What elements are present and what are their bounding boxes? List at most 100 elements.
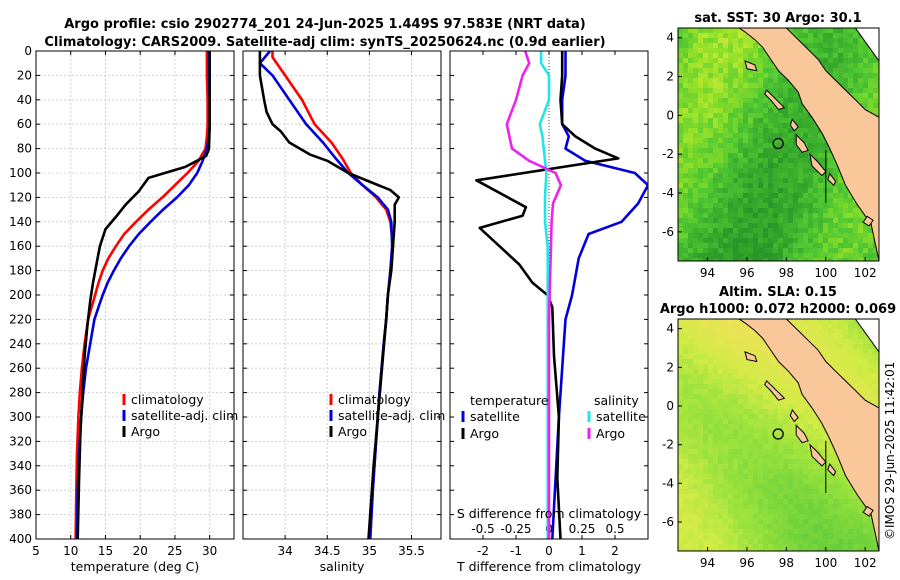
data-cell (853, 369, 859, 375)
data-cell (718, 128, 724, 134)
data-cell (688, 424, 694, 430)
data-cell (848, 354, 854, 360)
data-cell (768, 138, 774, 144)
data-cell (843, 78, 849, 84)
data-cell (748, 53, 754, 59)
data-cell (793, 504, 799, 510)
data-cell (738, 68, 744, 74)
data-cell (763, 203, 769, 209)
data-cell (773, 369, 779, 375)
data-cell (858, 529, 864, 535)
data-cell (688, 43, 694, 49)
data-cell (718, 429, 724, 435)
data-cell (728, 108, 734, 114)
data-cell (738, 484, 744, 490)
data-cell (768, 394, 774, 400)
data-cell (723, 43, 729, 49)
data-cell (753, 143, 759, 149)
data-cell (783, 399, 789, 405)
data-cell (738, 253, 744, 259)
data-cell (693, 143, 699, 149)
data-cell (763, 499, 769, 505)
data-cell (743, 369, 749, 375)
data-cell (853, 43, 859, 49)
data-cell (698, 519, 704, 525)
data-cell (753, 494, 759, 500)
data-cell (833, 208, 839, 214)
data-cell (748, 98, 754, 104)
data-cell (823, 58, 829, 64)
data-cell (873, 379, 879, 385)
data-cell (788, 218, 794, 224)
data-cell (848, 514, 854, 520)
data-cell (828, 188, 834, 194)
data-cell (783, 118, 789, 124)
data-cell (738, 83, 744, 89)
data-cell (818, 183, 824, 189)
data-cell (833, 349, 839, 355)
data-cell (683, 123, 689, 129)
data-cell (743, 163, 749, 169)
data-cell (698, 68, 704, 74)
data-cell (783, 384, 789, 390)
data-cell (773, 228, 779, 234)
data-cell (718, 494, 724, 500)
data-cell (713, 399, 719, 405)
land-island (809, 443, 827, 467)
data-cell (703, 163, 709, 169)
data-cell (753, 424, 759, 430)
data-cell (708, 399, 714, 405)
data-cell (723, 389, 729, 395)
data-cell (858, 58, 864, 64)
data-cell (843, 33, 849, 39)
data-cell (738, 103, 744, 109)
data-cell (828, 58, 834, 64)
data-cell (808, 203, 814, 209)
data-cell (783, 469, 789, 475)
data-cell (723, 504, 729, 510)
data-cell (718, 98, 724, 104)
data-cell (798, 454, 804, 460)
data-cell (783, 168, 789, 174)
data-cell (833, 509, 839, 515)
data-cell (733, 33, 739, 39)
data-cell (718, 459, 724, 465)
data-cell (723, 449, 729, 455)
data-cell (828, 153, 834, 159)
data-cell (698, 549, 704, 551)
data-cell (713, 228, 719, 234)
data-cell (813, 38, 819, 44)
data-cell (748, 213, 754, 219)
data-cell (758, 429, 764, 435)
data-cell (728, 178, 734, 184)
data-cell (728, 133, 734, 139)
data-cell (833, 524, 839, 530)
data-cell (778, 514, 784, 520)
data-cell (748, 38, 754, 44)
data-cell (738, 519, 744, 525)
data-cell (813, 148, 819, 154)
data-cell (813, 484, 819, 490)
data-cell (708, 208, 714, 214)
data-cell (813, 223, 819, 229)
data-cell (728, 354, 734, 360)
data-cell (853, 28, 859, 34)
data-cell (763, 118, 769, 124)
data-cell (698, 504, 704, 510)
data-cell (803, 188, 809, 194)
data-cell (708, 173, 714, 179)
data-cell (708, 464, 714, 470)
data-cell (808, 48, 814, 54)
data-cell (733, 83, 739, 89)
data-cell (748, 499, 754, 505)
data-cell (728, 58, 734, 64)
series-line-t-argo (475, 51, 620, 539)
data-cell (788, 454, 794, 460)
data-cell (728, 364, 734, 370)
data-cell (743, 158, 749, 164)
data-cell (743, 133, 749, 139)
data-cell (718, 123, 724, 129)
data-cell (778, 83, 784, 89)
data-cell (748, 504, 754, 510)
data-cell (703, 399, 709, 405)
